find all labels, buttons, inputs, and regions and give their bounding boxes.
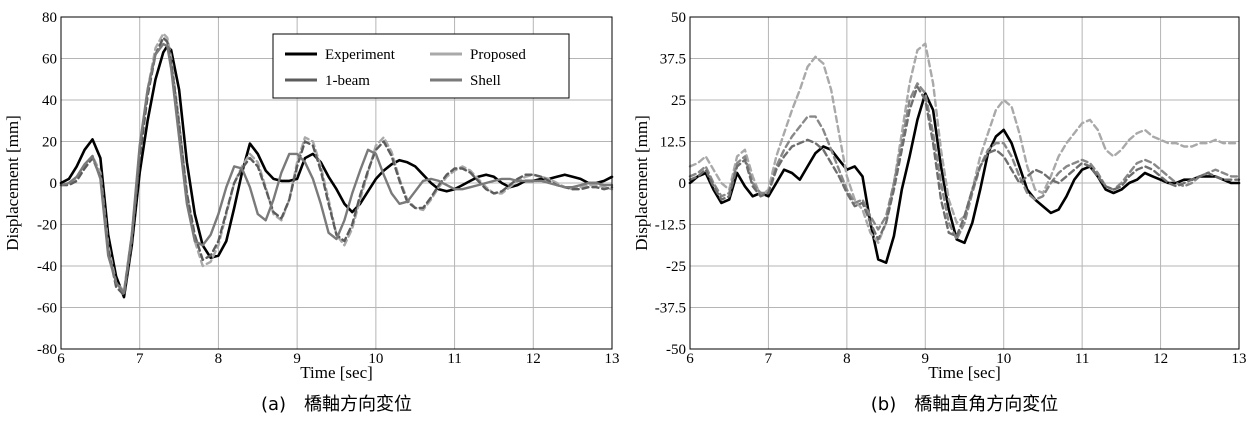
x-tick-label: 12 [526,351,541,367]
series-line-experiment [688,92,1241,265]
y-tick-label: -60 [37,301,57,317]
y-tick-label: 60 [42,52,57,68]
x-tick-label: 8 [215,351,223,367]
plot-frame [60,16,613,350]
y-tick-label: 40 [42,93,57,109]
x-tick-label: 6 [686,351,694,367]
series-line-1-beam [688,82,1241,241]
x-tick-label: 8 [843,351,851,367]
chart-panel-b: 6 7 8 9 10 11 12 13 50 37.5 25 12.5 0 -12.5 -25 -37.5 -5… [632,10,1247,415]
legend: Experiment Proposed 1-beam Shell [272,33,570,99]
x-tick-label: 6 [57,351,65,367]
x-tick-label: 12 [1153,351,1168,367]
y-tick-label: -40 [37,259,57,275]
y-tick-label: 0 [679,176,687,192]
x-tick-label: 7 [136,351,144,367]
y-tick-label: -12.5 [655,218,686,234]
x-tick-label: 10 [996,351,1011,367]
legend-item-label: Proposed [470,47,526,63]
legend-item-label: Experiment [325,47,396,63]
x-tick-label: 13 [1232,351,1247,367]
legend-box [272,33,570,99]
y-tick-label: 50 [671,10,686,26]
y-tick-label: -37.5 [655,301,686,317]
x-tick-label: 7 [765,351,773,367]
y-tick-label: -80 [37,342,57,358]
chart-caption: (a) 橋軸方向変位 [261,394,412,415]
y-axis-label: Displacement [mm] [632,115,651,251]
x-axis-label: Time [sec] [300,363,373,382]
x-tick-label: 11 [447,351,461,367]
series-line-shell [688,85,1241,241]
y-tick-label: 80 [42,10,57,26]
y-tick-label: -50 [666,342,686,358]
y-axis-label: Displacement [mm] [3,115,22,251]
x-tick-label: 10 [368,351,383,367]
y-tick-label: 37.5 [660,52,686,68]
plot-frame [689,16,1240,350]
y-tick-label: 0 [50,176,58,192]
y-tick-label: 12.5 [660,135,686,151]
y-tick-label: -20 [37,218,57,234]
x-axis-label: Time [sec] [928,363,1001,382]
series-line-shell [59,42,614,295]
x-tick-label: 11 [1075,351,1089,367]
legend-item-label: 1-beam [325,73,370,89]
legend-item-label: Shell [470,73,501,89]
chart-caption: (b) 橋軸直角方向変位 [871,394,1058,415]
x-tick-label: 9 [293,351,301,367]
y-tick-label: -25 [666,259,686,275]
series-line-experiment [59,44,614,299]
x-tick-label: 13 [605,351,620,367]
y-tick-label: 25 [671,93,686,109]
x-tick-label: 9 [922,351,930,367]
chart-panel-a: 6 7 8 9 10 11 12 13 80 60 40 20 0 -20 -40 -60 -80 Time [s… [3,10,620,415]
y-tick-label: 20 [42,135,57,151]
